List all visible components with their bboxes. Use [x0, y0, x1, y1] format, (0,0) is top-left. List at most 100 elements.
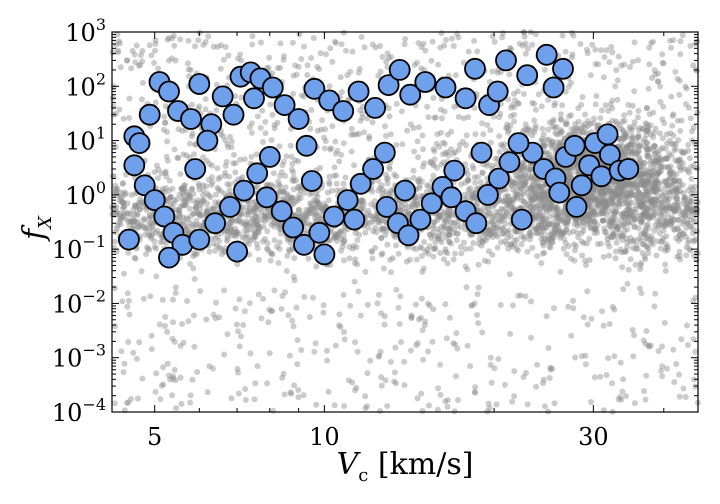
- background-point: [680, 230, 687, 237]
- background-point: [426, 231, 433, 238]
- background-point: [172, 377, 179, 384]
- background-point: [312, 215, 319, 221]
- background-point: [535, 215, 542, 222]
- background-point: [378, 382, 385, 389]
- background-point: [446, 213, 453, 220]
- background-point: [316, 216, 323, 223]
- background-point: [648, 204, 655, 211]
- background-point: [579, 252, 586, 259]
- background-point: [358, 34, 365, 40]
- background-point: [402, 201, 409, 208]
- background-point: [477, 179, 484, 186]
- background-point: [229, 138, 235, 145]
- background-point: [233, 217, 240, 224]
- background-point: [662, 145, 669, 152]
- background-point: [654, 218, 661, 225]
- background-point: [677, 235, 684, 242]
- background-point: [603, 372, 610, 378]
- background-point: [186, 140, 193, 147]
- background-point: [470, 194, 477, 201]
- background-point: [678, 336, 685, 343]
- background-point: [584, 288, 591, 295]
- background-point: [646, 111, 653, 118]
- background-point: [188, 186, 195, 193]
- background-point: [598, 47, 605, 54]
- background-point: [539, 135, 546, 142]
- background-point: [261, 218, 268, 225]
- background-point: [222, 44, 229, 50]
- background-point: [152, 388, 159, 395]
- background-point: [627, 256, 634, 263]
- background-point: [660, 235, 667, 242]
- background-point: [429, 38, 436, 45]
- background-point: [587, 212, 594, 219]
- background-point: [424, 103, 431, 110]
- background-point: [154, 227, 161, 234]
- background-point: [648, 196, 655, 203]
- background-point: [214, 165, 221, 172]
- background-point: [427, 159, 434, 166]
- background-point: [324, 347, 330, 354]
- background-point: [580, 314, 587, 321]
- background-point: [120, 211, 127, 218]
- background-point: [497, 301, 504, 308]
- background-point: [561, 207, 567, 214]
- background-point: [620, 222, 627, 229]
- background-point: [132, 202, 139, 209]
- background-point: [382, 218, 389, 225]
- background-point: [617, 246, 624, 253]
- background-point: [528, 232, 535, 239]
- background-point: [235, 390, 242, 397]
- background-point: [326, 181, 333, 188]
- background-point: [122, 190, 129, 197]
- background-point: [254, 113, 261, 120]
- background-point: [618, 190, 625, 197]
- background-point: [264, 212, 271, 219]
- background-point: [348, 125, 355, 132]
- background-point: [358, 197, 365, 204]
- background-point: [507, 113, 514, 120]
- background-point: [275, 260, 282, 266]
- background-point: [362, 268, 369, 275]
- background-point: [532, 106, 539, 113]
- background-point: [388, 187, 395, 194]
- background-point: [571, 241, 577, 248]
- background-point: [179, 202, 186, 209]
- background-point: [214, 233, 221, 240]
- background-point: [255, 256, 262, 263]
- background-point: [578, 230, 585, 237]
- background-point: [641, 192, 647, 199]
- background-point: [261, 211, 268, 218]
- background-point: [402, 36, 409, 42]
- background-point: [514, 195, 521, 202]
- background-point: [435, 234, 442, 241]
- background-point: [134, 210, 141, 217]
- background-point: [483, 237, 489, 244]
- background-point: [622, 198, 629, 205]
- background-point: [649, 75, 655, 81]
- background-point: [311, 348, 318, 355]
- background-point: [276, 173, 283, 179]
- background-point: [293, 211, 300, 218]
- background-point: [113, 204, 120, 211]
- background-point: [417, 244, 424, 251]
- background-point: [236, 343, 243, 350]
- background-point: [435, 385, 442, 392]
- background-point: [606, 219, 613, 226]
- background-point: [116, 219, 123, 226]
- background-point: [288, 197, 295, 204]
- background-point: [169, 185, 176, 192]
- background-point: [622, 248, 629, 254]
- background-point: [398, 108, 405, 115]
- background-point: [434, 131, 441, 138]
- background-point: [305, 220, 312, 227]
- background-point: [391, 171, 398, 178]
- background-point: [153, 273, 160, 280]
- background-point: [301, 189, 308, 196]
- background-point: [467, 185, 474, 192]
- background-point: [148, 52, 155, 59]
- background-point: [171, 197, 178, 204]
- background-point: [289, 317, 296, 324]
- background-point: [582, 257, 589, 264]
- background-point: [192, 43, 198, 50]
